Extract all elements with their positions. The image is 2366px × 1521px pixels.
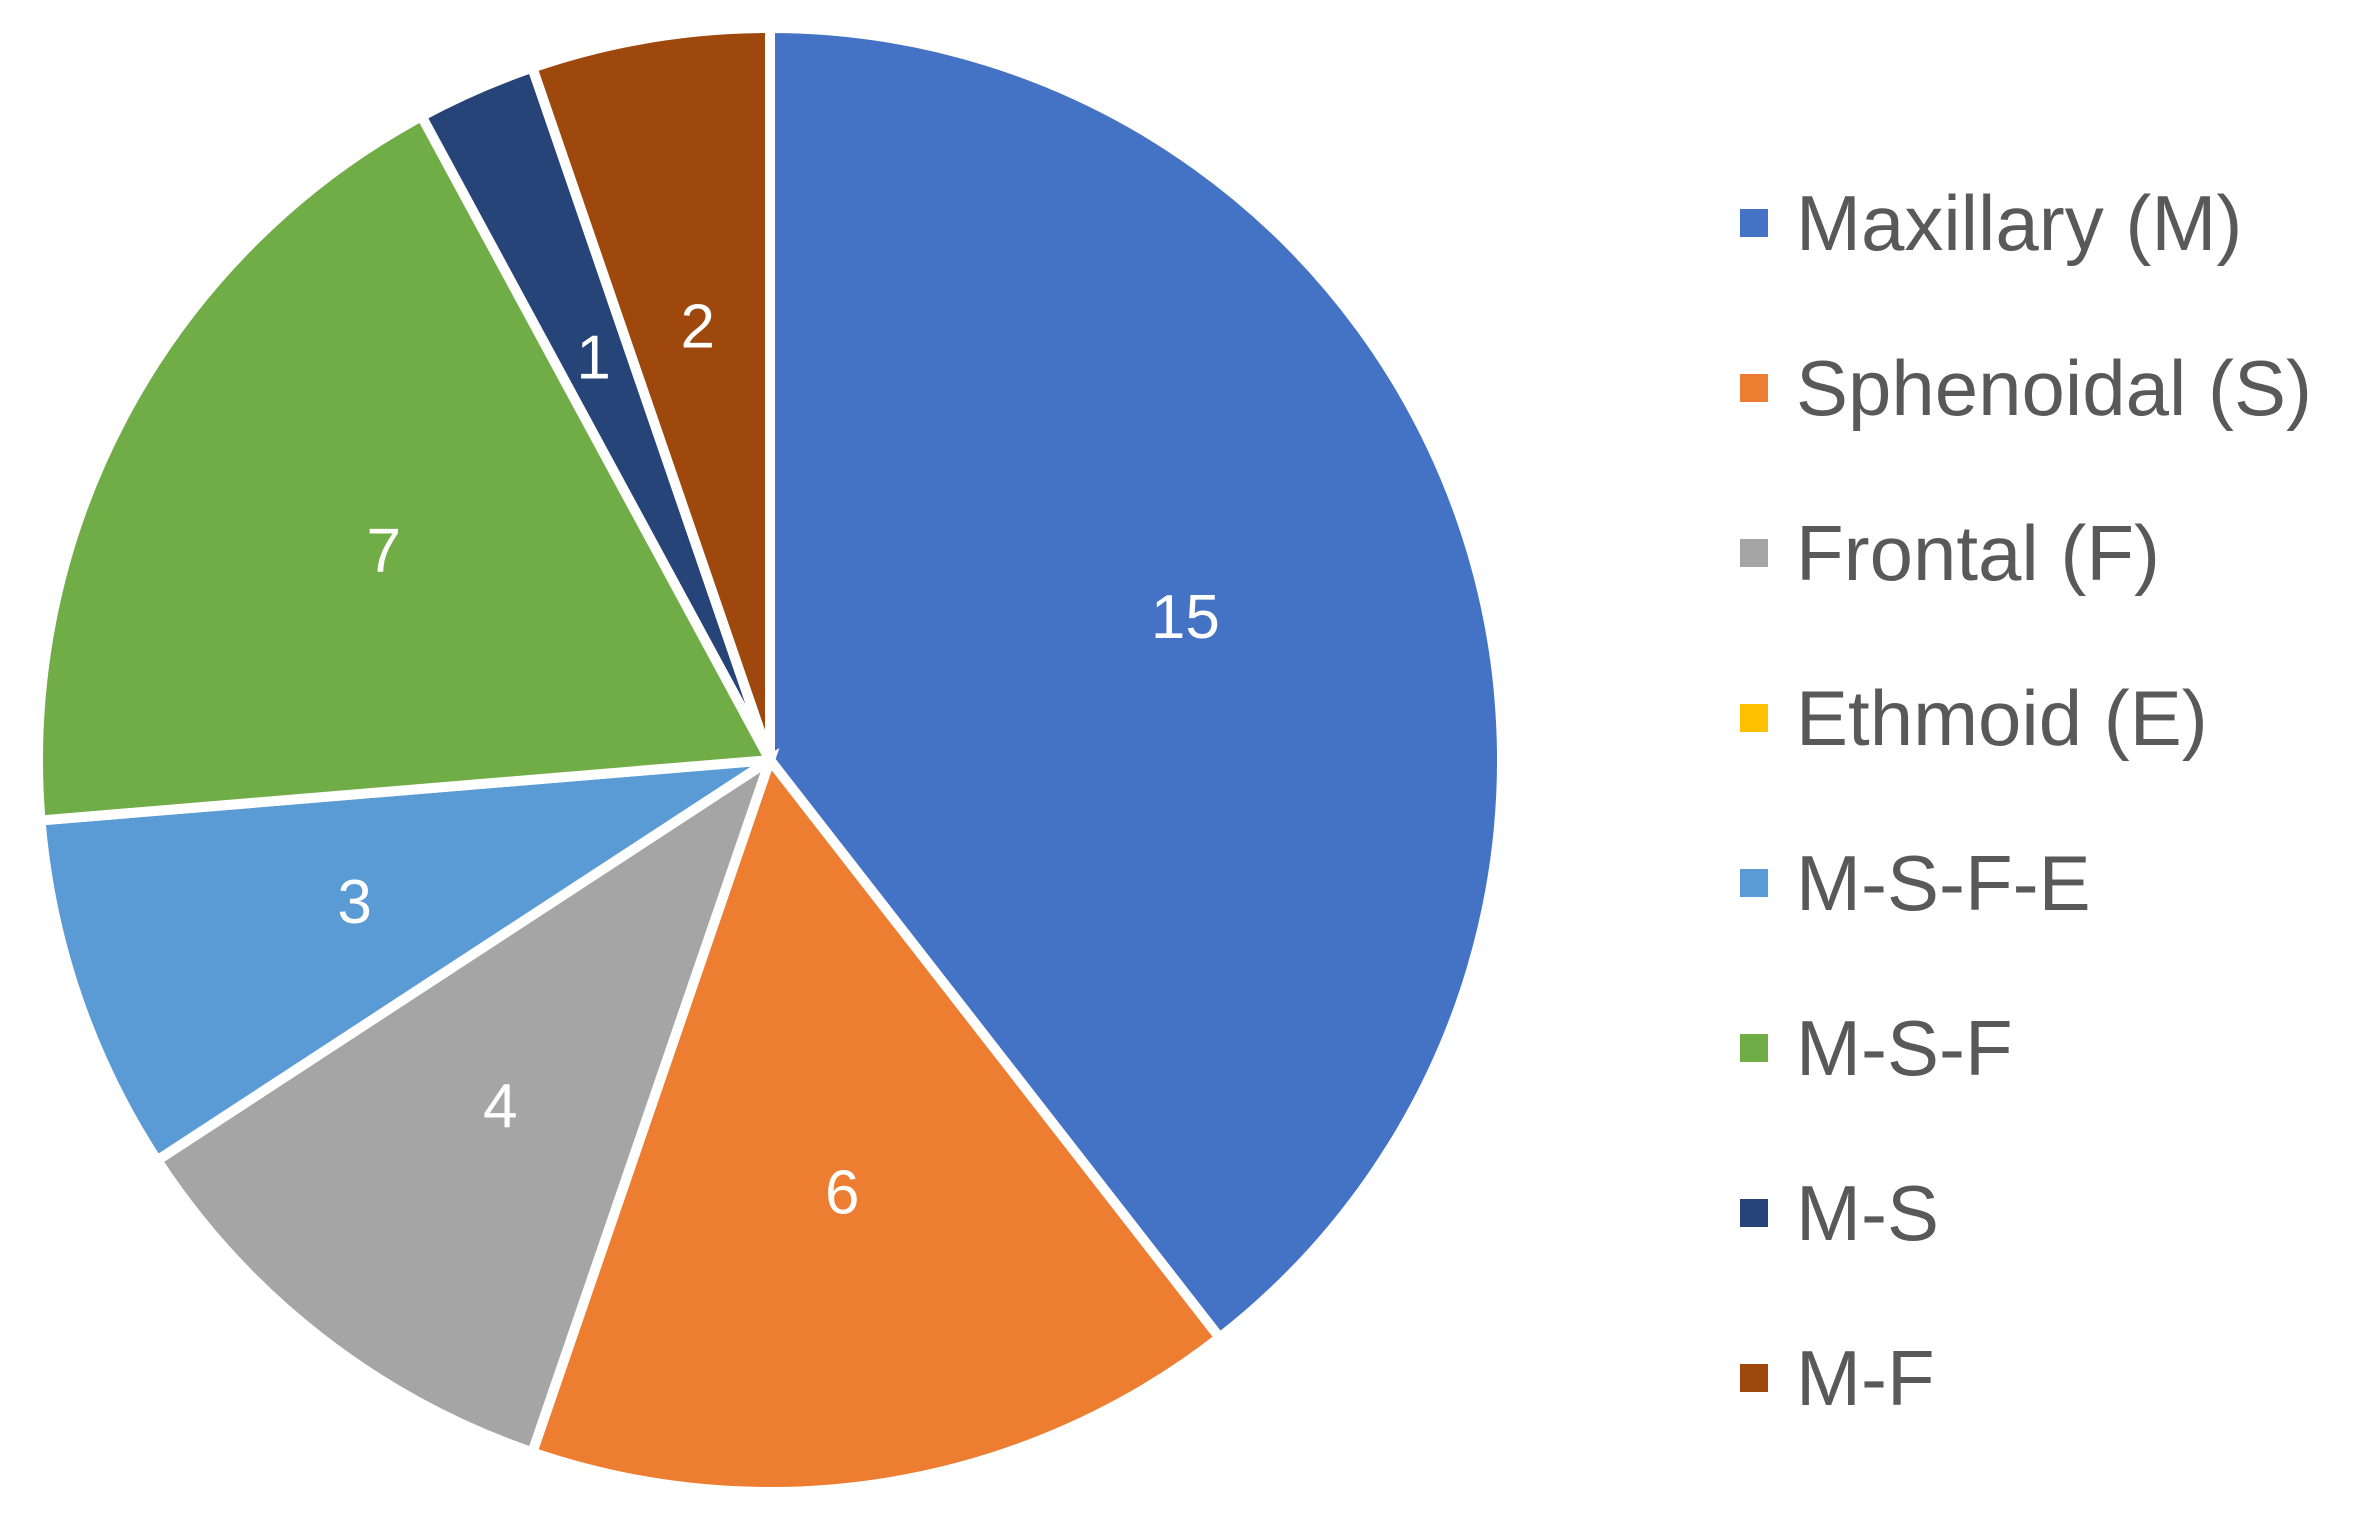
legend-label: M-S xyxy=(1796,1168,1939,1257)
legend-label: M-S-F xyxy=(1796,1003,2013,1092)
pie-data-label: 15 xyxy=(1151,583,1220,652)
legend-item: M-S-F-E xyxy=(1740,800,2360,965)
legend-swatch xyxy=(1740,208,1768,237)
legend-label: Frontal (F) xyxy=(1796,508,2161,597)
legend: Maxillary (M) Sphenoidal (S) Frontal (F)… xyxy=(1740,140,2360,1460)
legend-swatch xyxy=(1740,538,1768,567)
pie-slices xyxy=(33,22,1507,1497)
pie-slice xyxy=(525,749,1227,1497)
legend-label: M-S-F-E xyxy=(1796,838,2091,927)
legend-item: M-F xyxy=(1740,1295,2360,1460)
pie-slice xyxy=(33,109,779,826)
legend-swatch xyxy=(1740,1363,1768,1392)
legend-swatch xyxy=(1740,1033,1768,1062)
legend-swatch xyxy=(1740,373,1768,402)
pie-plot-area: 15 6 4 3 7 1 2 xyxy=(33,22,1507,1497)
legend-swatch xyxy=(1740,703,1768,732)
legend-item: Sphenoidal (S) xyxy=(1740,305,2360,470)
pie-slice xyxy=(150,747,780,1459)
legend-swatch xyxy=(1740,1198,1768,1227)
pie-data-label: 6 xyxy=(825,1159,859,1228)
pie-slice xyxy=(35,755,773,1168)
legend-item: Frontal (F) xyxy=(1740,470,2360,635)
legend-item: Maxillary (M) xyxy=(1740,140,2360,305)
legend-label: Sphenoidal (S) xyxy=(1796,343,2312,432)
legend-label: Maxillary (M) xyxy=(1796,178,2243,267)
pie-slice xyxy=(765,22,1507,1345)
pie-data-labels: 15 6 4 3 7 1 2 xyxy=(337,292,1220,1227)
pie-slice xyxy=(525,22,775,762)
pie-data-label: 7 xyxy=(366,516,400,585)
pie-data-label: 2 xyxy=(680,292,714,361)
pie-data-label: 3 xyxy=(337,868,371,937)
legend-label: M-F xyxy=(1796,1333,1935,1422)
legend-item: Ethmoid (E) xyxy=(1740,635,2360,800)
legend-label: Ethmoid (E) xyxy=(1796,673,2208,762)
pie-data-label: 1 xyxy=(576,323,610,392)
legend-item: M-S xyxy=(1740,1130,2360,1295)
pie-data-label: 4 xyxy=(483,1072,517,1141)
legend-swatch xyxy=(1740,868,1768,897)
legend-item: M-S-F xyxy=(1740,965,2360,1130)
